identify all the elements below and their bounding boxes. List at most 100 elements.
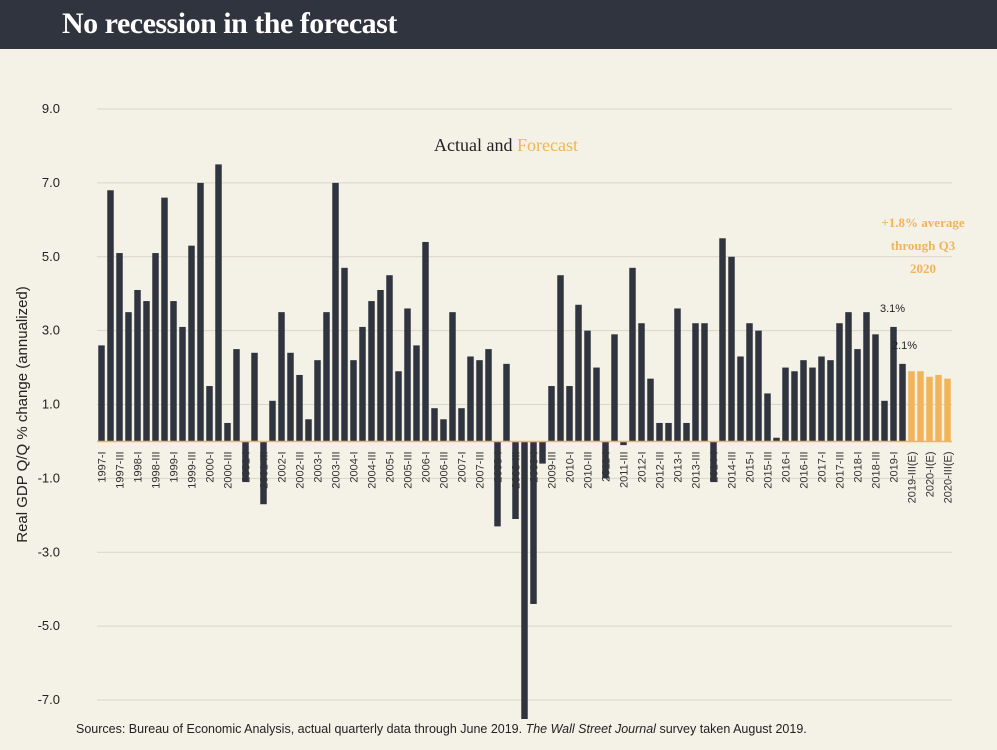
x-tick-label: 2020-III(E): [943, 451, 955, 503]
actual-bar: [224, 422, 231, 442]
source-publication: The Wall Street Journal: [525, 722, 656, 736]
actual-bar: [260, 441, 267, 505]
actual-bar: [152, 253, 159, 442]
actual-bar: [485, 349, 492, 442]
x-tick-label: 2004-III: [367, 451, 379, 488]
actual-bar: [431, 408, 438, 442]
x-tick-label: 2008-III: [511, 451, 523, 488]
y-tick-label: 1.0: [42, 397, 60, 412]
gdp-bar-chart: 9.0 7.0 5.0 3.0 1.0 -1.0 -3.0 -5.0 -7.0 Real GDP …: [14, 101, 965, 719]
x-tick-label: 1998-III: [151, 451, 163, 488]
actual-bar: [404, 308, 411, 442]
actual-bar: [269, 400, 276, 442]
forecast-bar: [917, 371, 924, 442]
actual-bar: [116, 253, 123, 442]
actual-bar: [710, 441, 717, 483]
actual-bar: [449, 312, 456, 442]
actual-bar: [746, 323, 753, 442]
x-tick-label: 2017-III: [835, 451, 847, 488]
actual-bar: [332, 182, 339, 442]
source-prefix: Sources: Bureau of Economic Analysis, ac…: [76, 722, 526, 736]
actual-bar: [863, 312, 870, 442]
x-tick-label: 1998-I: [133, 451, 145, 482]
actual-bar: [305, 419, 312, 442]
actual-bar: [593, 367, 600, 442]
x-tick-label: 2008-I: [493, 451, 505, 482]
chart-title-actual: Actual and: [434, 135, 517, 155]
x-tick-label: 2015-III: [763, 451, 775, 488]
chart-title: Actual and Forecast: [434, 135, 578, 155]
actual-bar: [395, 371, 402, 442]
y-tick-label: 5.0: [42, 249, 60, 264]
actual-bar: [683, 422, 690, 442]
forecast-bar: [908, 371, 915, 442]
x-tick-label: 1999-I: [169, 451, 181, 482]
y-tick-label: -7.0: [38, 692, 60, 707]
actual-bar: [890, 326, 897, 442]
y-axis-ticks: 9.0 7.0 5.0 3.0 1.0 -1.0 -3.0 -5.0 -7.0 Real GDP …: [14, 101, 60, 707]
actual-bar: [134, 289, 141, 442]
x-tick-label: 2005-III: [403, 451, 415, 488]
x-tick-label: 2015-I: [745, 451, 757, 482]
x-tick-label: 2013-III: [691, 451, 703, 488]
actual-bar: [836, 323, 843, 442]
actual-bar: [251, 352, 258, 442]
actual-bar: [647, 378, 654, 442]
value-label-2019-II: 2.1%: [892, 340, 917, 352]
actual-bar: [764, 393, 771, 442]
y-tick-label: 9.0: [42, 101, 60, 116]
actual-bar: [458, 408, 465, 442]
y-tick-label: -5.0: [38, 618, 60, 633]
x-tick-label: 2002-I: [277, 451, 289, 482]
x-tick-label: 2003-I: [313, 451, 325, 482]
y-tick-label: 7.0: [42, 175, 60, 190]
actual-bar: [215, 164, 222, 442]
x-tick-label: 1997-I: [97, 451, 109, 482]
actual-bar: [386, 275, 393, 442]
bars: [97, 164, 952, 719]
actual-bar: [800, 360, 807, 442]
actual-bar: [539, 441, 546, 464]
actual-bar: [818, 356, 825, 442]
actual-bar: [161, 197, 168, 442]
actual-bar: [494, 441, 501, 527]
actual-bar: [872, 334, 879, 442]
x-tick-label: 2004-I: [349, 451, 361, 482]
actual-bar: [809, 367, 816, 442]
actual-bar: [125, 312, 132, 442]
x-tick-label: 2012-III: [655, 451, 667, 488]
actual-bar: [557, 275, 564, 442]
actual-bar: [476, 360, 483, 442]
actual-bar: [728, 256, 735, 442]
x-tick-label: 2000-III: [223, 451, 235, 488]
actual-bar: [368, 301, 375, 442]
y-tick-label: -1.0: [38, 470, 60, 485]
actual-bar: [314, 360, 321, 442]
actual-bar: [620, 441, 627, 446]
x-tick-label: 2009-III: [547, 451, 559, 488]
forecast-bar: [944, 378, 951, 442]
actual-bar: [791, 371, 798, 442]
x-tick-label: 2003-III: [331, 451, 343, 488]
actual-bar: [143, 301, 150, 442]
actual-bar: [575, 304, 582, 442]
actual-bar: [98, 345, 105, 442]
actual-bar: [467, 356, 474, 442]
actual-bar: [674, 308, 681, 442]
actual-bar: [737, 356, 744, 442]
x-tick-label: 2002-III: [295, 451, 307, 488]
x-tick-label: 2011-III: [619, 451, 631, 488]
header-bar: No recession in the forecast: [0, 0, 997, 49]
x-tick-label: 2013-I: [673, 451, 685, 482]
x-tick-label: 2007-III: [475, 451, 487, 488]
x-tick-label: 2009-I: [529, 451, 541, 482]
x-tick-label: 2000-I: [205, 451, 217, 482]
actual-bar: [170, 301, 177, 442]
actual-bar: [287, 352, 294, 442]
actual-bar: [899, 363, 906, 442]
actual-bar: [854, 349, 861, 442]
actual-bar: [881, 400, 888, 442]
forecast-note-line: through Q3: [891, 238, 956, 253]
x-tick-label: 2019-I: [889, 451, 901, 482]
page-title: No recession in the forecast: [62, 7, 397, 40]
